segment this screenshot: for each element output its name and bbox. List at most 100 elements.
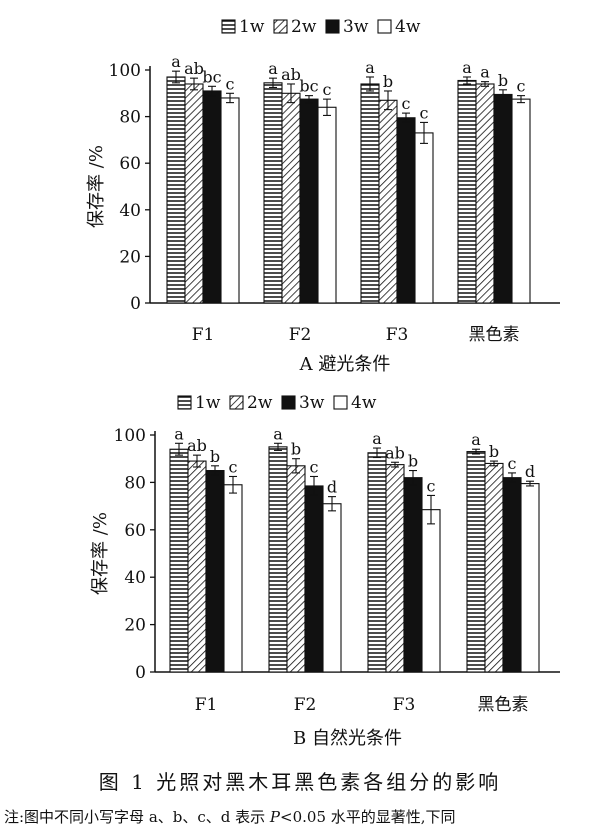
legend-swatch-1w	[177, 395, 192, 410]
y-tick-label: 60	[124, 521, 146, 541]
y-tick-label: 60	[119, 154, 141, 174]
significance-letter: c	[517, 77, 526, 96]
significance-letter: a	[462, 58, 472, 77]
y-tick-label: 40	[119, 201, 141, 221]
significance-letter: ab	[187, 436, 207, 455]
significance-letter: bc	[299, 77, 318, 96]
x-tick-label: 黑色素	[478, 695, 529, 715]
significance-letter: d	[327, 478, 337, 497]
y-tick-label: 20	[124, 616, 146, 636]
significance-letter: c	[420, 103, 429, 122]
legend-label-2w: 2w	[291, 17, 317, 37]
significance-letter: c	[508, 454, 517, 473]
y-tick-label: 100	[109, 61, 141, 81]
y-tick-label: 100	[114, 426, 146, 446]
bar-2w-F1	[184, 83, 204, 304]
significance-letter: a	[174, 424, 184, 443]
significance-letter: bc	[202, 67, 221, 86]
legend-swatch-4w	[377, 19, 392, 34]
significance-letter: c	[310, 457, 319, 476]
significance-letter: ab	[281, 65, 301, 84]
bar-2w-黑色素	[484, 462, 504, 673]
significance-letter: c	[427, 476, 436, 495]
significance-letter: b	[408, 452, 418, 471]
bar-2w-F3	[385, 464, 405, 673]
bar-3w-F3	[403, 477, 423, 673]
y-tick-label: 40	[124, 568, 146, 588]
bar-4w-F3	[414, 132, 434, 304]
bar-4w-F1	[223, 484, 243, 673]
x-tick-label: 黑色素	[469, 325, 520, 345]
significance-letter: a	[268, 59, 278, 78]
figure-title: 图 1 光照对黑木耳黑色素各组分的影响	[98, 770, 502, 794]
bar-4w-F2	[317, 106, 337, 304]
significance-letter: ab	[184, 59, 204, 78]
figure-note: 注:图中不同小写字母 a、b、c、d 表示 P<0.05 水平的显著性,下同	[4, 806, 456, 827]
significance-letter: b	[291, 440, 301, 459]
y-tick-label: 0	[130, 294, 141, 314]
x-tick-label: F1	[195, 695, 218, 715]
bar-4w-F1	[220, 97, 240, 304]
significance-letter: c	[323, 80, 332, 99]
bar-3w-黑色素	[502, 477, 522, 673]
bar-3w-F3	[396, 117, 416, 304]
y-tick-label: 0	[135, 663, 146, 683]
significance-letter: b	[210, 447, 220, 466]
bar-4w-F3	[421, 509, 441, 673]
panel-caption: B 自然光条件	[293, 728, 402, 749]
legend-label-1w: 1w	[239, 17, 265, 37]
bar-3w-黑色素	[493, 93, 513, 304]
x-tick-label: F1	[192, 325, 215, 345]
y-axis-title: 保存率 /%	[90, 512, 111, 595]
significance-letter: a	[372, 429, 382, 448]
figure-note-tail: <0.05 水平的显著性,下同	[280, 808, 456, 826]
y-tick-label: 80	[119, 108, 141, 128]
x-tick-label: F3	[393, 695, 416, 715]
significance-letter: c	[402, 94, 411, 113]
significance-letter: a	[171, 52, 181, 71]
legend-label-2w: 2w	[247, 393, 273, 413]
bar-3w-F2	[299, 98, 319, 304]
x-tick-label: F3	[386, 325, 409, 345]
bar-1w-F3	[360, 83, 380, 304]
bar-3w-F2	[304, 485, 324, 673]
bar-4w-黑色素	[511, 98, 531, 304]
legend-label-1w: 1w	[195, 393, 221, 413]
legend-label-4w: 4w	[351, 393, 377, 413]
legend-label-4w: 4w	[395, 17, 421, 37]
bar-3w-F1	[202, 90, 222, 304]
legend-swatch-3w	[325, 19, 340, 34]
x-tick-label: F2	[289, 325, 312, 345]
bar-2w-F3	[378, 99, 398, 304]
significance-letter: a	[365, 58, 375, 77]
legend-label-3w: 3w	[299, 393, 325, 413]
significance-letter: a	[273, 424, 283, 443]
legend-swatch-1w	[221, 19, 236, 34]
bar-1w-F2	[263, 82, 283, 304]
bar-3w-F1	[205, 469, 225, 673]
bar-2w-F2	[286, 465, 306, 673]
bar-4w-F2	[322, 503, 342, 673]
y-tick-label: 20	[119, 247, 141, 267]
bar-2w-F1	[187, 460, 207, 673]
significance-letter: b	[498, 71, 508, 90]
x-tick-label: F2	[294, 695, 317, 715]
legend-swatch-3w	[281, 395, 296, 410]
legend-swatch-4w	[333, 395, 348, 410]
legend-swatch-2w	[273, 19, 288, 34]
bar-2w-F2	[281, 92, 301, 304]
bar-1w-F2	[268, 446, 288, 673]
panel-caption: A 避光条件	[299, 354, 391, 375]
figure-note-p: P	[269, 808, 281, 826]
significance-letter: a	[480, 63, 490, 82]
bar-2w-黑色素	[475, 83, 495, 304]
significance-letter: c	[229, 457, 238, 476]
significance-letter: b	[383, 72, 393, 91]
bar-1w-黑色素	[466, 451, 486, 673]
y-axis-title: 保存率 /%	[86, 145, 107, 228]
bar-1w-F1	[166, 76, 186, 304]
bar-1w-F1	[169, 448, 189, 673]
legend-label-3w: 3w	[343, 17, 369, 37]
